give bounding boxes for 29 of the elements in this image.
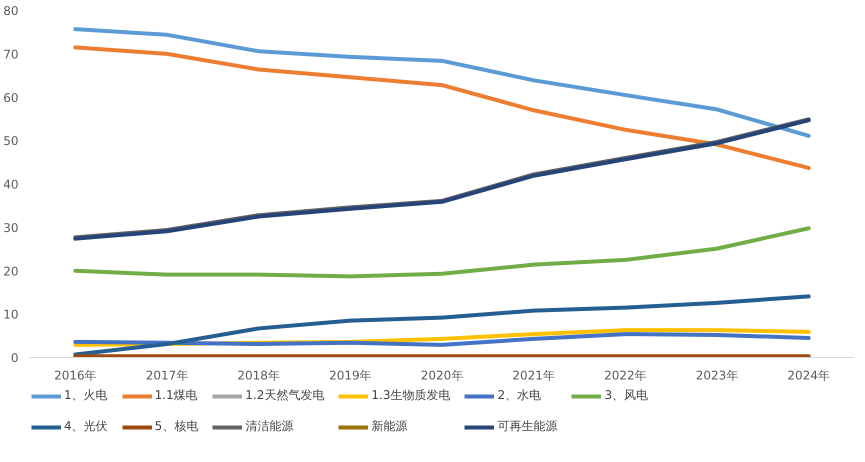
legend-label: 5、核电 (154, 418, 198, 435)
y-tick-label: 60 (3, 90, 19, 105)
x-tick-label: 2021年 (512, 368, 555, 382)
x-tick-label: 2023年 (696, 368, 738, 382)
y-tick-label: 70 (3, 47, 19, 62)
legend-label: 清洁能源 (245, 418, 294, 435)
y-tick-label: 40 (3, 178, 19, 192)
y-tick-label: 0 (10, 351, 19, 365)
y-tick-label: 10 (3, 308, 19, 322)
x-tick-label: 2017年 (146, 368, 188, 382)
legend-label: 4、光伏 (64, 418, 108, 435)
legend-label: 2、水电 (497, 387, 542, 404)
legend-label: 1.3生物质发电 (371, 387, 450, 404)
y-tick-label: 30 (3, 220, 19, 235)
legend-label: 可再生能源 (497, 418, 558, 435)
legend-label: 1、火电 (64, 387, 108, 404)
y-tick-label: 80 (3, 4, 19, 18)
legend-label: 3、风电 (604, 387, 648, 404)
x-tick-label: 2016年 (54, 368, 97, 382)
y-tick-label: 50 (3, 134, 19, 148)
y-tick-label: 20 (3, 264, 19, 278)
legend-label: 1.1煤电 (154, 387, 198, 404)
legend-label: 1.2天然气发电 (245, 387, 324, 404)
legend-label: 新能源 (371, 418, 408, 435)
x-tick-label: 2019年 (329, 368, 372, 382)
x-tick-label: 2020年 (420, 368, 464, 382)
x-tick-label: 2024年 (787, 368, 830, 382)
x-tick-label: 2018年 (237, 368, 280, 382)
x-tick-label: 2022年 (604, 368, 647, 382)
